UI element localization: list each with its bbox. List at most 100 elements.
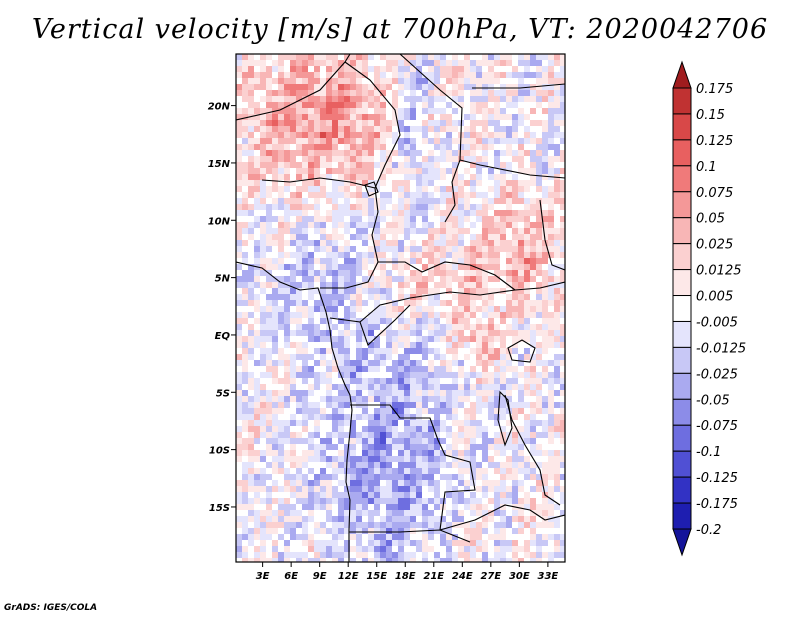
field-cell: [260, 408, 266, 414]
field-cell: [458, 54, 464, 60]
field-cell: [284, 228, 290, 234]
field-cell: [476, 534, 482, 540]
field-cell: [500, 102, 506, 108]
field-cell: [320, 498, 326, 504]
field-cell: [242, 462, 248, 468]
field-cell: [314, 450, 320, 456]
field-cell: [482, 522, 488, 528]
field-cell: [470, 162, 476, 168]
field-cell: [542, 360, 548, 366]
field-cell: [518, 330, 524, 336]
field-cell: [494, 420, 500, 426]
field-cell: [338, 390, 344, 396]
field-cell: [446, 186, 452, 192]
field-cell: [416, 420, 422, 426]
field-cell: [512, 462, 518, 468]
field-cell: [428, 192, 434, 198]
x-tick-label: 27E: [480, 571, 501, 582]
field-cell: [452, 252, 458, 258]
field-cell: [326, 306, 332, 312]
field-cell: [386, 246, 392, 252]
colorbar-label: 0.175: [696, 82, 733, 97]
field-cell: [422, 234, 428, 240]
field-cell: [512, 408, 518, 414]
field-cell: [422, 222, 428, 228]
field-cell: [464, 192, 470, 198]
field-cell: [290, 54, 296, 60]
field-cell: [302, 144, 308, 150]
field-cell: [332, 474, 338, 480]
field-cell: [536, 510, 542, 516]
field-cell: [440, 432, 446, 438]
field-cell: [452, 192, 458, 198]
field-cell: [266, 492, 272, 498]
field-cell: [368, 420, 374, 426]
field-cell: [422, 84, 428, 90]
field-cell: [284, 414, 290, 420]
field-cell: [362, 102, 368, 108]
field-cell: [302, 252, 308, 258]
field-cell: [338, 72, 344, 78]
field-cell: [374, 510, 380, 516]
field-cell: [392, 126, 398, 132]
field-cell: [488, 492, 494, 498]
field-cell: [428, 450, 434, 456]
field-cell: [464, 162, 470, 168]
field-cell: [494, 204, 500, 210]
field-cell: [404, 234, 410, 240]
field-cell: [308, 414, 314, 420]
field-cell: [476, 126, 482, 132]
field-cell: [458, 468, 464, 474]
field-cell: [458, 228, 464, 234]
field-cell: [374, 474, 380, 480]
field-cell: [542, 486, 548, 492]
field-cell: [254, 180, 260, 186]
field-cell: [434, 540, 440, 546]
field-cell: [530, 318, 536, 324]
field-cell: [458, 306, 464, 312]
field-cell: [332, 234, 338, 240]
field-cell: [326, 402, 332, 408]
field-cell: [356, 246, 362, 252]
field-cell: [446, 360, 452, 366]
field-cell: [272, 384, 278, 390]
field-cell: [350, 474, 356, 480]
field-cell: [368, 252, 374, 258]
field-cell: [416, 174, 422, 180]
field-cell: [452, 438, 458, 444]
field-cell: [362, 492, 368, 498]
field-cell: [410, 498, 416, 504]
field-cell: [242, 126, 248, 132]
field-cell: [500, 60, 506, 66]
field-cell: [512, 318, 518, 324]
field-cell: [410, 306, 416, 312]
field-cell: [368, 534, 374, 540]
field-cell: [542, 102, 548, 108]
field-cell: [560, 216, 565, 222]
field-cell: [380, 468, 386, 474]
field-cell: [524, 60, 530, 66]
field-cell: [422, 450, 428, 456]
field-cell: [254, 102, 260, 108]
field-cell: [470, 120, 476, 126]
field-cell: [446, 252, 452, 258]
field-cell: [494, 264, 500, 270]
x-tick-label: 30E: [509, 571, 530, 582]
field-cell: [362, 96, 368, 102]
field-cell: [494, 90, 500, 96]
field-cell: [392, 354, 398, 360]
field-cell: [272, 504, 278, 510]
field-cell: [302, 534, 308, 540]
field-cell: [488, 240, 494, 246]
field-cell: [290, 348, 296, 354]
field-cell: [374, 84, 380, 90]
field-cell: [290, 186, 296, 192]
y-tick-label: 5N: [215, 274, 231, 285]
field-cell: [458, 102, 464, 108]
field-cell: [476, 288, 482, 294]
field-cell: [350, 216, 356, 222]
field-cell: [476, 426, 482, 432]
field-cell: [428, 366, 434, 372]
field-cell: [548, 468, 554, 474]
field-cell: [518, 252, 524, 258]
